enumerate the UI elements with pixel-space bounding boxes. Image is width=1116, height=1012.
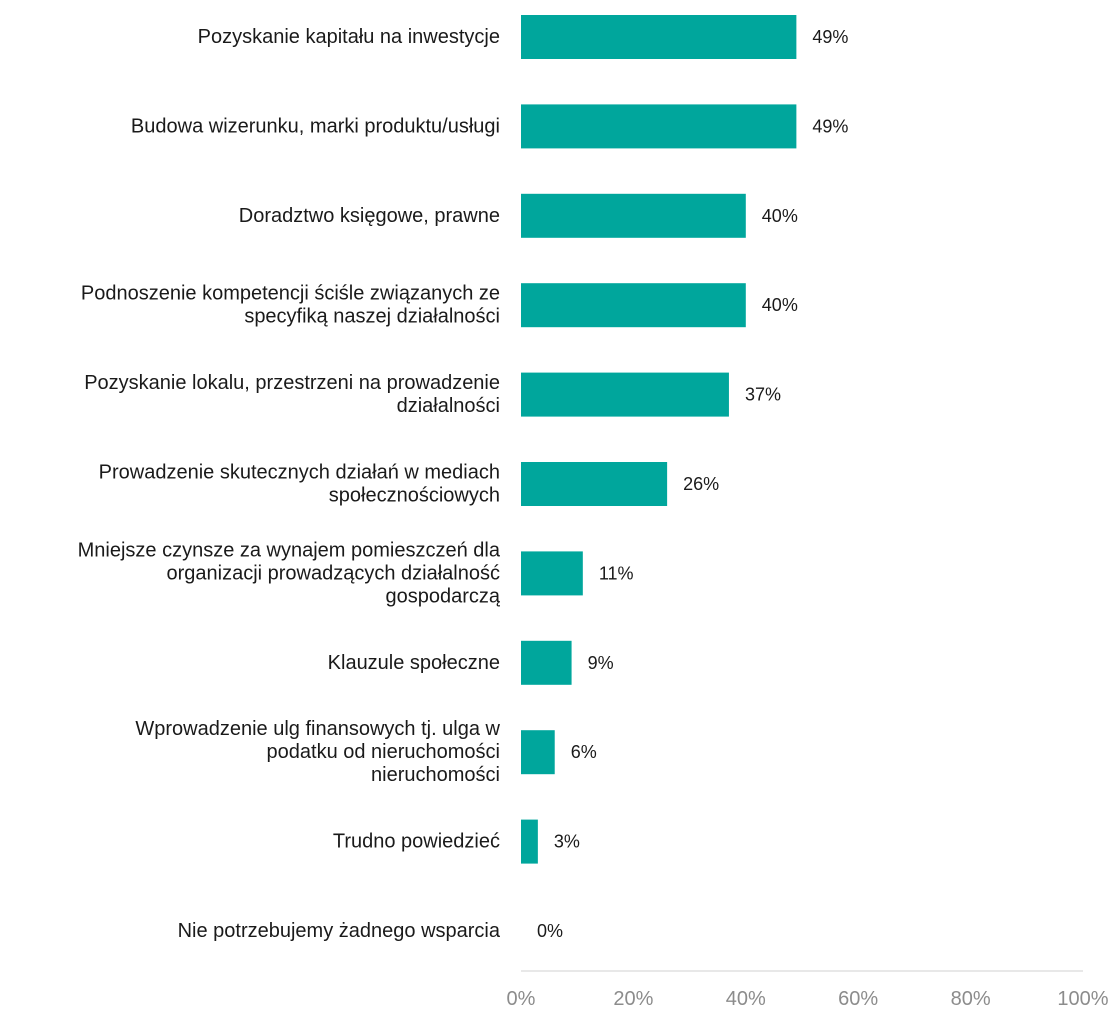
- data-label: 40%: [762, 206, 798, 226]
- x-tick-label: 40%: [726, 988, 766, 1010]
- category-label-line: Klauzule społeczne: [328, 652, 500, 674]
- x-tick-label: 100%: [1057, 988, 1108, 1010]
- category-label: Klauzule społeczne: [328, 652, 500, 674]
- data-label: 11%: [599, 563, 634, 583]
- data-label: 3%: [554, 832, 580, 852]
- category-label: Pozyskanie lokalu, przestrzeni na prowad…: [84, 372, 500, 417]
- data-label: 49%: [812, 116, 848, 136]
- category-label-line: gospodarczą: [385, 585, 500, 607]
- category-label-line: nieruchomości: [371, 764, 500, 786]
- bar: [521, 640, 572, 685]
- bar: [521, 551, 583, 596]
- bar: [521, 372, 729, 417]
- x-tick-label: 80%: [951, 988, 991, 1010]
- data-label: 0%: [537, 921, 563, 941]
- x-tick-label: 60%: [838, 988, 878, 1010]
- category-label: Trudno powiedzieć: [333, 831, 500, 853]
- category-label-line: podatku od nieruchomości: [267, 741, 500, 763]
- category-label-line: Podnoszenie kompetencji ściśle związanyc…: [81, 283, 500, 305]
- category-label-line: społecznościowych: [329, 485, 500, 507]
- category-label-line: Doradztwo księgowe, prawne: [239, 205, 500, 227]
- category-label: Doradztwo księgowe, prawne: [239, 205, 500, 227]
- category-label: Podnoszenie kompetencji ściśle związanyc…: [81, 283, 500, 328]
- bar: [521, 730, 555, 775]
- category-label: Nie potrzebujemy żadnego wsparcia: [178, 920, 501, 942]
- category-label: Pozyskanie kapitału na inwestycje: [198, 26, 500, 48]
- category-label: Budowa wizerunku, marki produktu/usługi: [131, 115, 500, 137]
- category-label-line: organizacji prowadzących działalność: [166, 562, 500, 584]
- data-label: 49%: [812, 27, 848, 47]
- x-tick-label: 0%: [507, 988, 536, 1010]
- x-tick-label: 20%: [613, 988, 653, 1010]
- bar: [521, 462, 668, 506]
- category-label-line: Budowa wizerunku, marki produktu/usługi: [131, 115, 500, 137]
- bar: [521, 104, 797, 149]
- category-label: Mniejsze czynsze za wynajem pomieszczeń …: [78, 539, 501, 607]
- category-label-line: Prowadzenie skutecznych działań w mediac…: [99, 462, 500, 484]
- data-label: 9%: [588, 653, 614, 673]
- data-label: 6%: [571, 742, 597, 762]
- category-label-line: Nie potrzebujemy żadnego wsparcia: [178, 920, 501, 942]
- bar: [521, 15, 797, 59]
- data-label: 40%: [762, 295, 798, 315]
- category-label-line: Pozyskanie lokalu, przestrzeni na prowad…: [84, 372, 500, 394]
- category-label-line: specyfiką naszej działalności: [244, 306, 500, 328]
- data-label: 37%: [745, 385, 781, 405]
- category-label-line: Pozyskanie kapitału na inwestycje: [198, 26, 500, 48]
- category-label-line: Trudno powiedzieć: [333, 831, 500, 853]
- bar: [521, 193, 746, 238]
- bar: [521, 283, 746, 328]
- data-label: 26%: [683, 474, 719, 494]
- category-label-line: Wprowadzenie ulg finansowych tj. ulga w: [135, 718, 500, 740]
- category-label: Prowadzenie skutecznych działań w mediac…: [99, 462, 500, 507]
- category-label-line: Mniejsze czynsze za wynajem pomieszczeń …: [78, 539, 501, 561]
- category-label-line: działalności: [397, 395, 500, 417]
- bar: [521, 819, 538, 864]
